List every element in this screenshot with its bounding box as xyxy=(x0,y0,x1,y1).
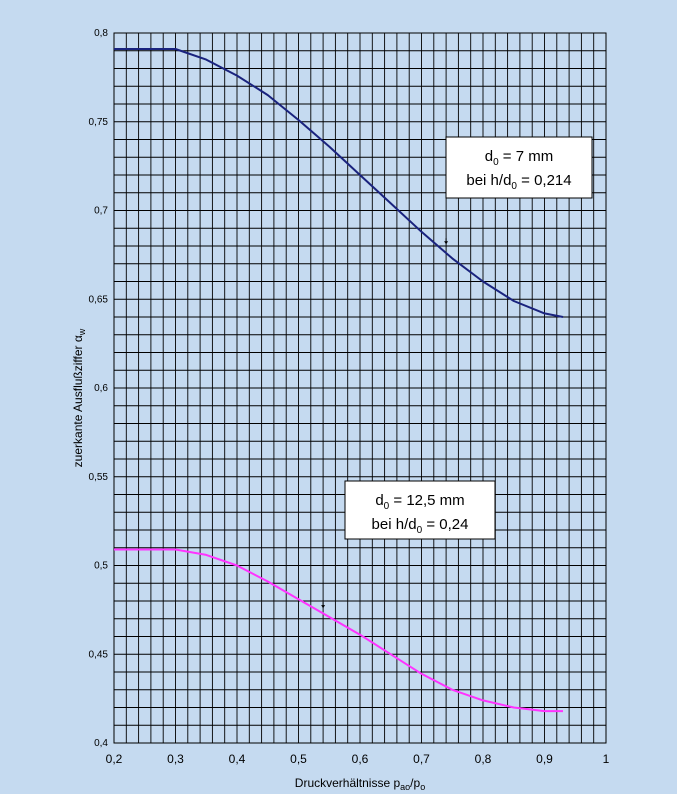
y-tick-label: 0,7 xyxy=(94,206,108,217)
series-line-2 xyxy=(114,548,563,713)
annotation-arrow-head xyxy=(321,605,326,609)
annotation-line-diameter: d0 = 7 mm xyxy=(485,148,554,168)
annotation-box-frame xyxy=(344,480,496,540)
x-tick-label: 0,7 xyxy=(413,752,430,766)
series-line-1 xyxy=(114,48,564,318)
annotation-arrow-head xyxy=(444,241,449,245)
y-tick-label: 0,55 xyxy=(89,472,109,483)
series-lines xyxy=(114,48,564,713)
y-tick-label: 0,4 xyxy=(94,738,108,749)
y-axis-title: zuerkante Ausflußziffer αw xyxy=(71,328,87,467)
annotation-line-diameter: d0 = 12,5 mm xyxy=(375,492,464,512)
annotation-box-1: d0 = 7 mm bei h/d0 = 0,214 xyxy=(444,136,593,245)
annotation-box-2: d0 = 12,5 mm bei h/d0 = 0,24 xyxy=(321,480,496,609)
y-tick-label: 0,8 xyxy=(94,28,108,39)
y-tick-label: 0,75 xyxy=(89,117,109,128)
annotations: d0 = 7 mm bei h/d0 = 0,214 d0 = 12,5 mm bei… xyxy=(321,136,593,609)
x-tick-label: 0,8 xyxy=(475,752,492,766)
y-tick-label: 0,5 xyxy=(94,561,108,572)
x-tick-label: 0,2 xyxy=(106,752,123,766)
x-tick-label: 0,5 xyxy=(290,752,307,766)
x-axis-title: Druckverhältnisse pao/po xyxy=(295,776,425,792)
x-tick-label: 1 xyxy=(603,752,610,766)
tick-labels: 0,2 0,3 0,4 0,5 0,6 0,7 0,8 0,9 1 0,4 0,45 0,5 0,55 0… xyxy=(89,28,610,766)
annotation-line-ratio: bei h/d0 = 0,214 xyxy=(466,172,571,192)
annotation-box-frame xyxy=(445,136,593,199)
x-tick-label: 0,6 xyxy=(352,752,369,766)
y-tick-label: 0,45 xyxy=(89,649,109,660)
annotation-line-ratio: bei h/d0 = 0,24 xyxy=(372,516,469,536)
y-tick-label: 0,6 xyxy=(94,383,108,394)
x-tick-label: 0,4 xyxy=(229,752,246,766)
x-tick-label: 0,9 xyxy=(536,752,553,766)
y-tick-label: 0,65 xyxy=(89,294,109,305)
x-tick-label: 0,3 xyxy=(167,752,184,766)
